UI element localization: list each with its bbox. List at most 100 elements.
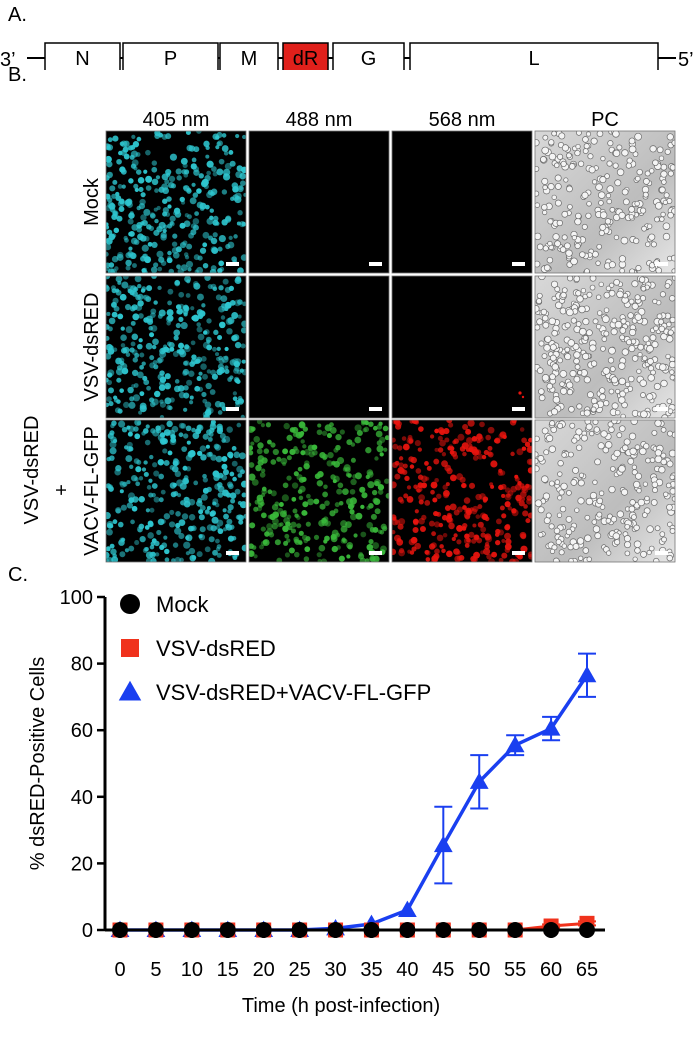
gene-label-g: G [361,48,377,70]
data-point [471,922,488,938]
y-tick-label: 100 [60,587,93,609]
scale-bar [512,407,525,411]
genome-3prime-label: 3’ [0,49,16,70]
micrograph-image [105,419,247,563]
x-tick-label: 35 [360,959,382,981]
genome-5prime-label: 5’ [678,49,694,70]
gene-label-dr: dR [293,48,319,70]
row-label: + [51,484,73,496]
data-point [399,922,416,938]
data-point [255,922,272,938]
column-header: 488 nm [286,109,353,131]
data-point [183,922,200,938]
data-point [398,900,417,918]
legend-label: VSV-dsRED [156,636,276,661]
scale-bar [226,551,239,555]
microscopy-grid: 405 nm 488 nm 568 nm PC Mock VSV-dsRED VSV-dsR… [21,109,676,563]
micrograph-image [534,130,676,274]
gene-box-l [409,42,659,70]
panel-label-a: A. [8,4,27,26]
y-tick-label: 20 [71,853,93,875]
panel-label-c: C. [8,564,28,586]
micrograph-image [105,130,247,274]
x-axis-label: Time (h post-infection) [242,995,440,1017]
micrograph-image [391,419,533,563]
legend-marker [120,594,140,614]
legend-label: VSV-dsRED+VACV-FL-GFP [156,680,431,705]
series-line [120,674,589,932]
gene-box-n [44,42,121,70]
micrograph-image [391,275,533,419]
legend-marker [121,639,139,657]
row-label: VSV-dsRED [21,416,43,525]
micrograph-image [105,275,247,419]
data-point [363,922,380,938]
data-point [469,772,489,789]
micrograph-image [534,275,676,419]
gene-box-dr [282,42,329,70]
x-tick-label: 15 [217,959,239,981]
micrograph-image [248,130,390,274]
gene-label-m: M [241,48,258,70]
scale-bar [226,262,239,266]
scale-bar [369,262,382,266]
data-point [433,835,453,853]
data-point [291,922,308,938]
gene-label-p: P [164,48,177,70]
data-point [579,922,595,938]
data-point [543,922,560,938]
legend-marker [118,680,142,701]
micrograph-image [248,275,390,419]
y-tick-label: 80 [71,654,93,676]
data-point [541,719,561,736]
y-tick-label: 0 [82,920,93,942]
micrograph-image [248,419,390,563]
x-tick-label: 65 [576,959,598,981]
x-tick-label: 55 [504,959,526,981]
scale-bar [226,407,239,411]
scale-bar [655,551,668,555]
x-tick-label: 30 [324,959,346,981]
data-point [327,922,344,938]
scale-bar [512,551,525,555]
x-tick-label: 60 [540,959,562,981]
x-tick-label: 25 [288,959,310,981]
y-axis-label: % dsRED-Positive Cells [27,657,49,870]
data-point [505,735,525,753]
scale-bar [655,407,668,411]
x-tick-label: 10 [181,959,203,981]
scale-bar [655,262,668,266]
data-point [435,922,452,938]
data-point [577,665,597,683]
data-point [112,922,128,938]
gene-box-p [122,42,219,70]
gene-label-n: N [75,48,89,70]
column-header: PC [591,109,619,131]
x-tick-label: 0 [114,959,125,981]
scale-bar [369,407,382,411]
y-tick-label: 60 [71,720,93,742]
micrograph-image [391,130,533,274]
data-point [147,922,164,938]
x-tick-label: 5 [150,959,161,981]
gene-label-l: L [528,48,539,70]
x-tick-label: 20 [253,959,275,981]
row-label: VACV-FL-GFP [81,426,103,556]
scale-bar [369,551,382,555]
gene-box-m [219,42,279,70]
micrograph-image [534,419,676,563]
legend-label: Mock [156,592,210,617]
series-mock [112,922,595,938]
column-header: 405 nm [143,109,210,131]
x-tick-label: 50 [468,959,490,981]
data-point [219,922,236,938]
x-tick-label: 45 [432,959,454,981]
gene-box-g [332,42,405,70]
row-label: Mock [81,177,103,226]
data-point [507,922,524,938]
column-header: 568 nm [429,109,496,131]
panel-label-b: B. [8,64,27,86]
x-tick-label: 40 [396,959,418,981]
